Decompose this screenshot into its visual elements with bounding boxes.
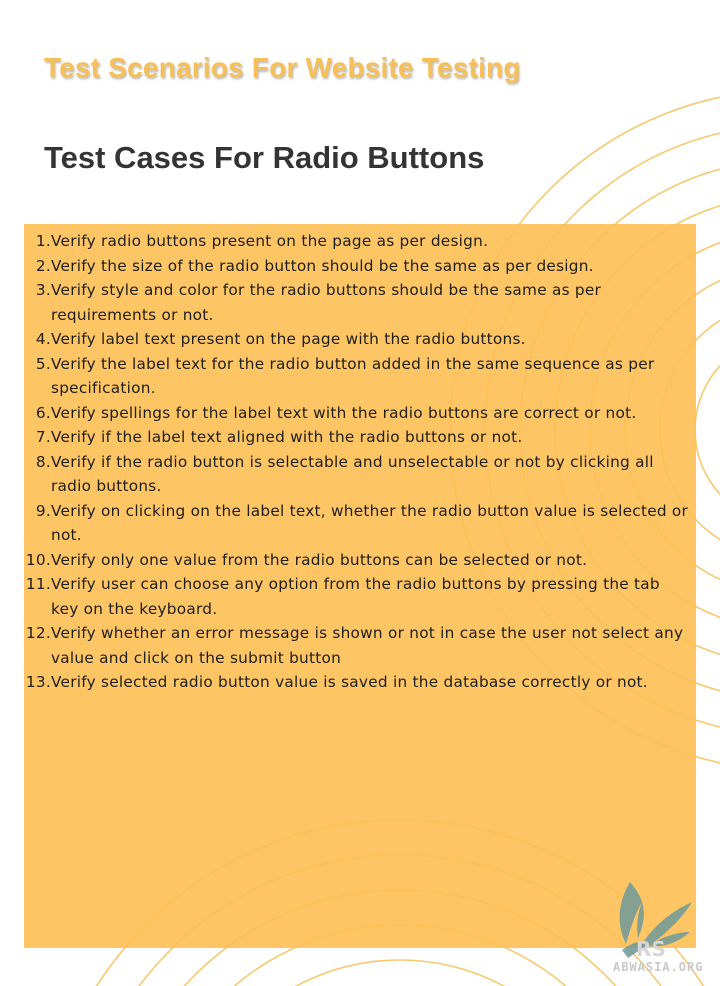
logo-site-text: ABWASIA.ORG	[613, 960, 704, 974]
list-item: 12. Verify whether an error message is sh…	[24, 621, 696, 670]
list-item: 13. Verify selected radio button value is…	[24, 670, 696, 695]
item-text: Verify user can choose any option from t…	[51, 575, 660, 618]
list-item: 6. Verify spellings for the label text wi…	[24, 401, 696, 426]
list-item: 11. Verify user can choose any option fro…	[24, 572, 696, 621]
item-number: 11.	[25, 575, 51, 593]
item-number: 2.	[35, 256, 51, 275]
item-number: 9.	[35, 501, 51, 520]
item-text: Verify the size of the radio button shou…	[51, 256, 594, 275]
item-number: 10.	[25, 550, 51, 569]
item-number: 3.	[35, 281, 51, 299]
list-item: 8. Verify if the radio button is selectab…	[24, 450, 696, 499]
feather-logo-icon: RS	[619, 882, 692, 961]
item-number: 1.	[35, 232, 51, 250]
list-item: 10. Verify only one value from the radio …	[24, 548, 696, 573]
item-text: Verify only one value from the radio but…	[51, 550, 588, 569]
list-item: 9. Verify on clicking on the label text, …	[24, 499, 696, 548]
item-text: Verify whether an error message is shown…	[51, 624, 684, 667]
list-item: 3. Verify style and color for the radio b…	[24, 278, 696, 327]
list-item: 2. Verify the size of the radio button sh…	[24, 254, 696, 279]
item-text: Verify style and color for the radio but…	[51, 281, 602, 324]
item-text: Verify if the radio button is selectable…	[51, 452, 654, 496]
item-number: 8.	[35, 452, 51, 471]
logo-mark: RS	[636, 937, 666, 961]
item-number: 7.	[35, 428, 51, 446]
item-text: Verify label text present on the page wi…	[51, 330, 526, 348]
item-text: Verify selected radio button value is sa…	[51, 673, 648, 691]
item-number: 4.	[35, 330, 51, 348]
item-text: Verify spellings for the label text with…	[51, 403, 637, 422]
page-title: Test Scenarios For Website Testing	[44, 52, 521, 83]
item-text: Verify radio buttons present on the page…	[51, 232, 489, 250]
item-text: Verify if the label text aligned with th…	[51, 428, 523, 446]
list-item: 4. Verify label text present on the page …	[24, 327, 696, 352]
item-text: Verify on clicking on the label text, wh…	[51, 501, 689, 545]
item-number: 12.	[25, 624, 51, 642]
item-number: 5.	[35, 354, 51, 373]
test-cases-panel	[24, 224, 696, 948]
test-case-list: 1. Verify radio buttons present on the pa…	[24, 229, 696, 695]
list-item: 5. Verify the label text for the radio bu…	[24, 352, 696, 401]
section-title: Test Cases For Radio Buttons	[44, 140, 485, 175]
list-item: 7. Verify if the label text aligned with …	[24, 425, 696, 450]
list-item: 1. Verify radio buttons present on the pa…	[24, 229, 696, 254]
item-number: 6.	[35, 403, 51, 422]
item-text: Verify the label text for the radio butt…	[51, 354, 655, 398]
item-number: 13.	[25, 673, 51, 691]
